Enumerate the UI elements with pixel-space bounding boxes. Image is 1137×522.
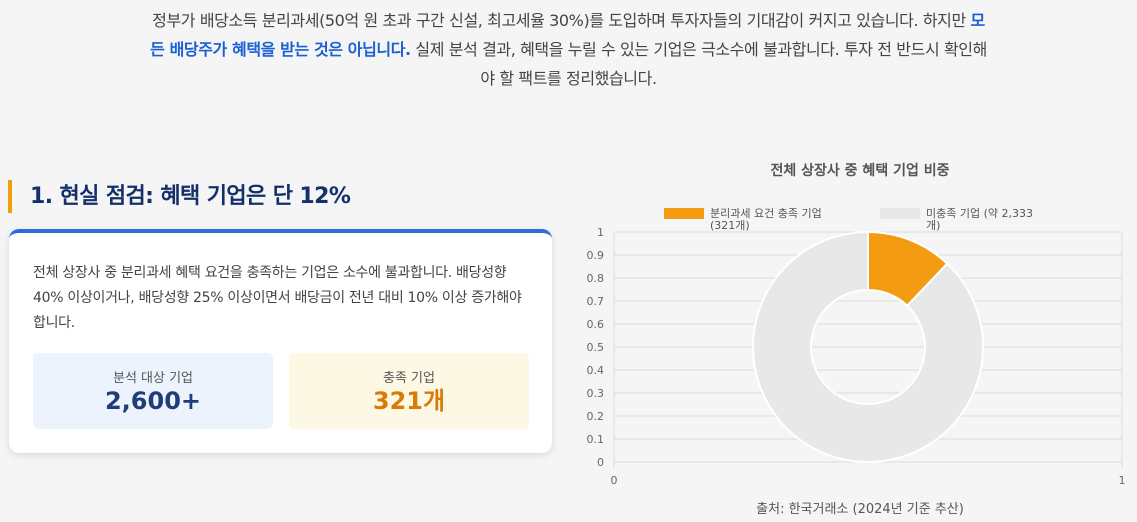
legend-item-qualifying[interactable]: 분리과세 요건 충족 기업 (321개)	[664, 208, 830, 232]
legend-swatch	[880, 208, 920, 219]
section-title: 1. 현실 점검: 혜택 기업은 단 12%	[8, 180, 351, 213]
stat-value: 2,600+	[104, 387, 202, 415]
y-tick-label: 0.4	[587, 364, 605, 377]
intro-text-1: 정부가 배당소득 분리과세(50억 원 초과 구간 신설, 최고세율 30%)를…	[152, 11, 971, 30]
chart-title: 전체 상장사 중 혜택 기업 비중	[770, 163, 950, 179]
doughnut-slice-1	[752, 230, 984, 463]
y-tick-label: 0.1	[587, 433, 605, 446]
stat-analyzed-companies: 분석 대상 기업 2,600+	[33, 353, 273, 429]
summary-card: 전체 상장사 중 분리과세 혜택 요건을 충족하는 기업은 소수에 불과합니다.…	[9, 229, 552, 453]
y-tick-label: 0.2	[587, 410, 605, 423]
legend-item-non-qualifying[interactable]: 미충족 기업 (약 2,333개)	[880, 208, 1046, 232]
stat-qualifying-companies: 충족 기업 321개	[289, 353, 529, 429]
legend-label: 분리과세 요건 충족 기업 (321개)	[710, 208, 822, 232]
stat-value: 321개	[372, 387, 446, 415]
card-description: 전체 상장사 중 분리과세 혜택 요건을 충족하는 기업은 소수에 불과합니다.…	[33, 265, 522, 331]
y-tick-label: 0.9	[587, 249, 605, 262]
legend-label: 미충족 기업 (약 2,333개)	[926, 208, 1033, 232]
y-tick-label: 0.3	[587, 387, 605, 400]
y-tick-label: 0.8	[587, 272, 605, 285]
chart-source: 출처: 한국거래소 (2024년 기준 추산)	[756, 502, 964, 517]
y-tick-label: 1	[597, 226, 604, 239]
legend-swatch	[664, 208, 704, 219]
intro-highlight: 모든 배당주가 혜택을 받는 것은 아닙니다.	[150, 11, 985, 59]
intro-text-2: 실제 분석 결과, 혜택을 누릴 수 있는 기업은 극소수에 불과합니다. 투자…	[410, 40, 987, 88]
y-tick-label: 0.5	[587, 341, 605, 354]
doughnut-chart: 1 0.9 0.8 0.7 0.6 0.5 0.4 0.3 0.2 0.1 00 1	[587, 226, 1126, 487]
stat-label: 충족 기업	[383, 371, 435, 386]
y-tick-label: 0	[597, 456, 604, 469]
stat-label: 분석 대상 기업	[112, 371, 194, 386]
intro-paragraph: 정부가 배당소득 분리과세(50억 원 초과 구간 신설, 최고세율 30%)를…	[150, 6, 987, 93]
y-tick-label: 0.7	[587, 295, 605, 308]
x-tick-label: 0	[611, 474, 618, 487]
x-tick-label: 1	[1119, 474, 1126, 487]
y-tick-label: 0.6	[587, 318, 605, 331]
